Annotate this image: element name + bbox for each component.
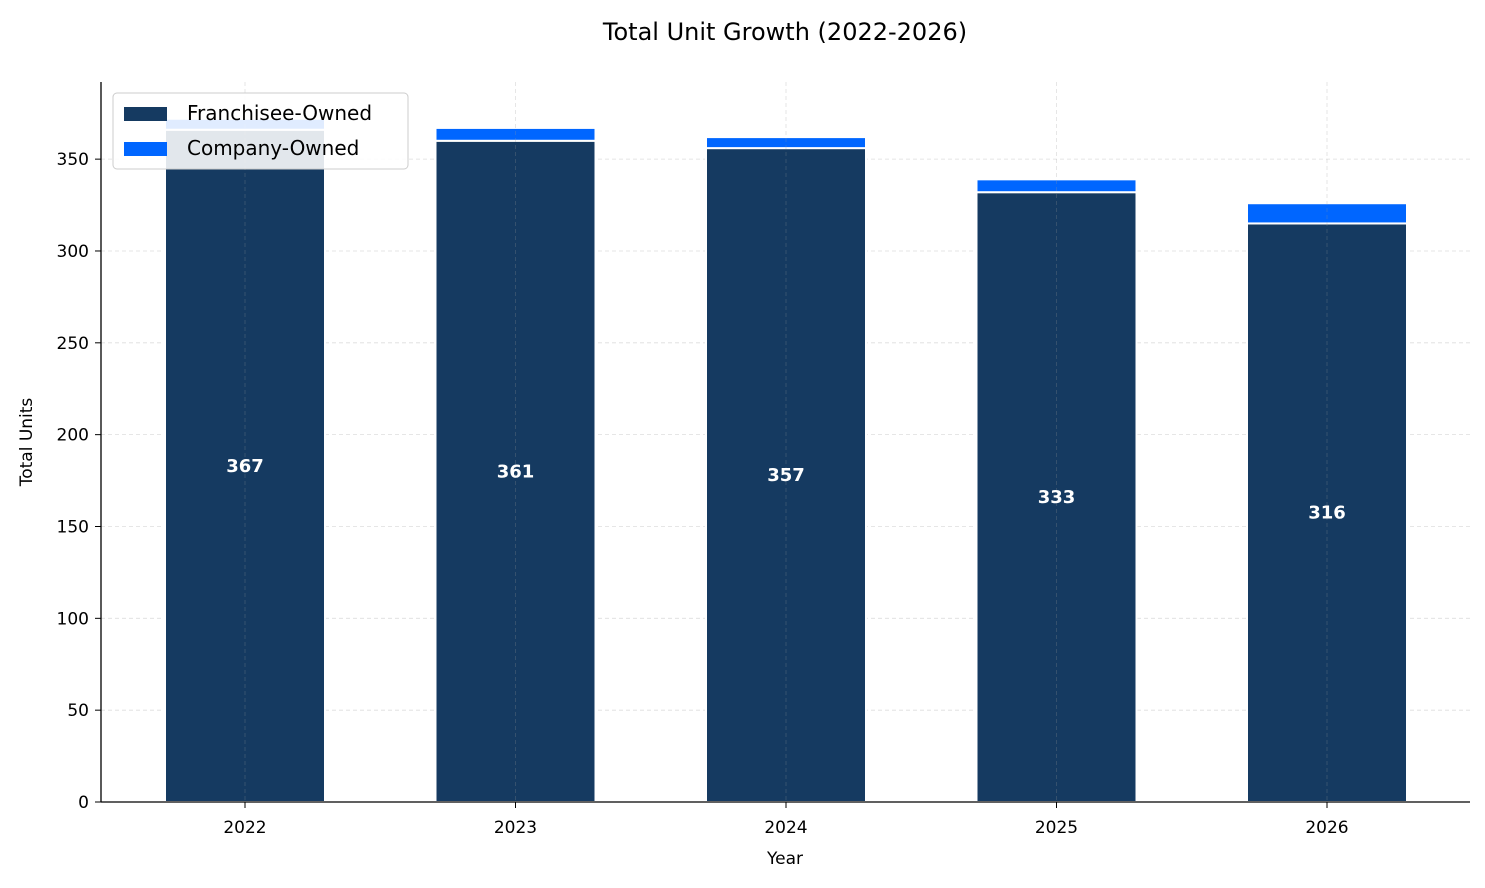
bar-segment-company-2023 (434, 126, 597, 142)
x-axis-label: Year (766, 849, 803, 869)
bars (164, 117, 1408, 804)
data-label: 367 (226, 456, 264, 477)
y-tick-label: 250 (57, 334, 89, 354)
y-tick-label: 200 (57, 426, 89, 446)
y-tick-label: 0 (78, 793, 89, 813)
chart-title: Total Unit Growth (2022-2026) (602, 18, 967, 46)
data-label: 357 (767, 465, 805, 486)
y-tick-label: 50 (67, 701, 89, 721)
x-tick-label: 2023 (494, 818, 537, 838)
data-label: 316 (1308, 503, 1346, 524)
legend-swatch (124, 107, 167, 121)
legend: Franchisee-Owned Company-Owned (112, 92, 409, 170)
y-tick-label: 150 (57, 517, 89, 537)
data-label: 361 (497, 461, 535, 482)
x-tick-label: 2025 (1035, 818, 1078, 838)
x-tick-label: 2026 (1305, 818, 1348, 838)
y-tick-label: 300 (57, 242, 89, 262)
legend-label: Franchisee-Owned (187, 101, 372, 125)
x-tick-label: 2022 (223, 818, 266, 838)
legend-swatch (124, 142, 167, 156)
axes: 0 50 100 150 200 250 300 350 2022 2023 2024 2025 202… (57, 82, 1470, 838)
legend-label: Company-Owned (187, 136, 359, 160)
y-tick-label: 100 (57, 609, 89, 629)
data-labels: 367 361 357 333 316 (226, 456, 1346, 524)
data-label: 333 (1038, 487, 1076, 508)
bar-segment-company-2025 (975, 178, 1138, 194)
bar-segment-franchisee-2022 (164, 128, 326, 803)
bar-segment-company-2026 (1246, 202, 1408, 225)
y-tick-label: 350 (57, 150, 89, 170)
y-axis-label: Total Units (17, 398, 37, 488)
legend-frame (112, 92, 409, 170)
bar-segment-company-2024 (705, 136, 867, 150)
x-tick-label: 2024 (764, 818, 807, 838)
bar-segment-franchisee-2025 (975, 191, 1138, 803)
